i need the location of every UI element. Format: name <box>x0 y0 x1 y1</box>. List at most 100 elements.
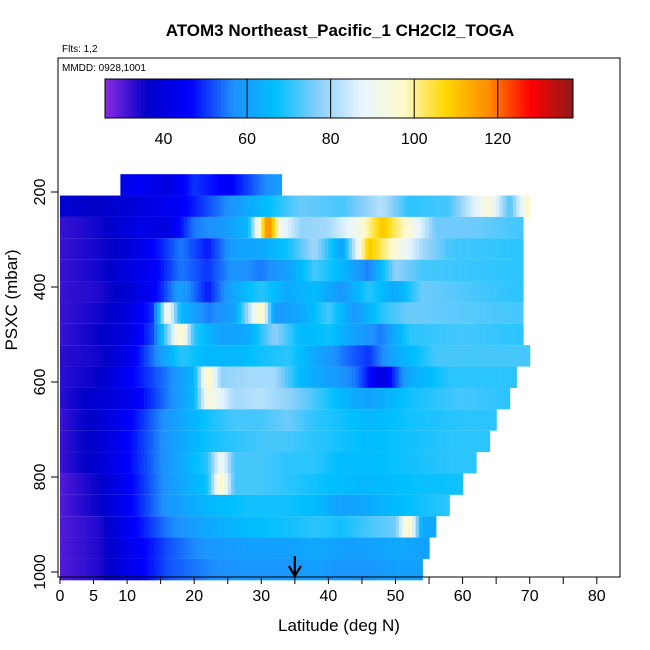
heatmap-cell <box>486 195 491 217</box>
heatmap-cell <box>257 323 262 346</box>
heatmap-cell <box>150 537 155 559</box>
heatmap-cell <box>80 516 85 538</box>
heatmap-cell <box>351 558 356 581</box>
heatmap-cell <box>492 409 497 431</box>
heatmap-cell <box>519 195 524 217</box>
heatmap-cell <box>157 452 162 474</box>
heatmap-cell <box>325 366 330 388</box>
heatmap-cell <box>200 452 205 474</box>
heatmap-cell <box>291 323 296 346</box>
heatmap-cell <box>392 323 397 346</box>
heatmap-cell <box>73 537 78 559</box>
heatmap-cell <box>207 366 212 388</box>
heatmap-cell <box>274 387 279 410</box>
heatmap-cell <box>482 387 487 410</box>
heatmap-cell <box>153 238 158 260</box>
heatmap-cell <box>231 323 236 346</box>
heatmap-cell <box>291 537 296 559</box>
heatmap-cell <box>469 238 474 260</box>
heatmap-cell <box>157 558 162 581</box>
heatmap-cell <box>207 430 212 453</box>
heatmap-cell <box>113 195 118 217</box>
heatmap-cell <box>402 195 407 217</box>
heatmap-cell <box>361 366 366 388</box>
colorbar-segment <box>225 79 230 118</box>
heatmap-cell <box>462 323 467 346</box>
heatmap-cell <box>96 430 101 453</box>
heatmap-cell <box>217 195 222 217</box>
heatmap-cell <box>150 302 155 324</box>
heatmap-cell <box>261 516 266 538</box>
heatmap-cell <box>449 345 454 367</box>
heatmap-cell <box>194 195 199 217</box>
heatmap-cell <box>184 430 189 453</box>
heatmap-cell <box>308 216 313 239</box>
heatmap-cell <box>251 409 256 431</box>
heatmap-cell <box>435 345 440 367</box>
heatmap-cell <box>469 323 474 346</box>
heatmap-cell <box>103 195 108 217</box>
heatmap-cell <box>311 195 316 217</box>
heatmap-cell <box>479 281 484 303</box>
colorbar-segment <box>345 79 350 118</box>
heatmap-cell <box>147 473 152 495</box>
heatmap-cell <box>321 195 326 217</box>
heatmap-cell <box>341 537 346 559</box>
heatmap-cell <box>180 452 185 474</box>
heatmap-cell <box>170 430 175 453</box>
heatmap-cell <box>398 216 403 239</box>
heatmap-cell <box>512 366 517 388</box>
heatmap-cell <box>465 430 470 453</box>
heatmap-cell <box>86 281 91 303</box>
heatmap-cell <box>291 195 296 217</box>
heatmap-cell <box>341 452 346 474</box>
heatmap-cell <box>137 452 142 474</box>
heatmap-cell <box>127 494 132 517</box>
heatmap-cell <box>127 558 132 581</box>
heatmap-cell <box>422 494 427 517</box>
heatmap-cell <box>392 473 397 495</box>
heatmap-cell <box>66 430 71 453</box>
colorbar-segment <box>489 79 494 118</box>
heatmap-band <box>60 259 524 282</box>
heatmap-cell <box>321 387 326 410</box>
heatmap-cell <box>247 281 252 303</box>
heatmap-cell <box>378 259 383 282</box>
heatmap-cell <box>392 195 397 217</box>
heatmap-cell <box>184 537 189 559</box>
heatmap-cell <box>200 473 205 495</box>
heatmap-cell <box>422 216 427 239</box>
heatmap-cell <box>103 452 108 474</box>
heatmap-cell <box>66 452 71 474</box>
colorbar-segment <box>509 79 514 118</box>
heatmap-cell <box>90 537 95 559</box>
heatmap-cell <box>261 473 266 495</box>
heatmap-cell <box>385 302 390 324</box>
colorbar-segment <box>145 79 150 118</box>
heatmap-cell <box>127 452 132 474</box>
heatmap-cell <box>96 345 101 367</box>
heatmap-cell <box>435 494 440 517</box>
heatmap-cell <box>378 238 383 260</box>
heatmap-cell <box>210 323 215 346</box>
colorbar-segment <box>541 79 546 118</box>
heatmap-cell <box>86 473 91 495</box>
heatmap-cell <box>80 494 85 517</box>
heatmap-cell <box>388 238 393 260</box>
heatmap-cell <box>234 516 239 538</box>
heatmap-cell <box>123 366 128 388</box>
heatmap-cell <box>294 238 299 260</box>
heatmap-cell <box>120 452 125 474</box>
heatmap-cell <box>469 216 474 239</box>
heatmap-cell <box>106 302 111 324</box>
heatmap-cell <box>224 302 229 324</box>
heatmap-cell <box>405 259 410 282</box>
heatmap-cell <box>358 259 363 282</box>
heatmap-cell <box>227 259 232 282</box>
colorbar-segment <box>181 79 186 118</box>
heatmap-cell <box>365 259 370 282</box>
heatmap-cell <box>442 302 447 324</box>
heatmap-cell <box>93 238 98 260</box>
heatmap-cell <box>244 302 249 324</box>
heatmap-cell <box>422 302 427 324</box>
